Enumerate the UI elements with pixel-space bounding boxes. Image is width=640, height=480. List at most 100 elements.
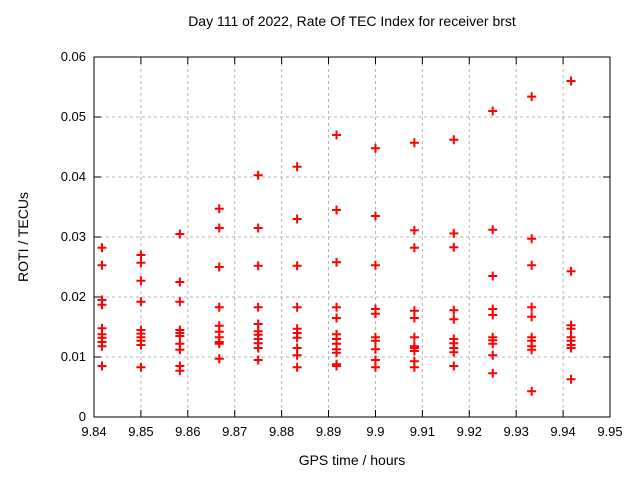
data-point-marker: [527, 312, 537, 322]
svg-text:0.06: 0.06: [61, 49, 86, 64]
data-point-marker: [566, 266, 576, 276]
data-points: [97, 76, 576, 396]
svg-text:9.89: 9.89: [316, 424, 341, 439]
data-point-marker: [566, 343, 576, 353]
data-point-marker: [409, 332, 419, 342]
svg-text:0.04: 0.04: [61, 169, 86, 184]
data-point-marker: [292, 261, 302, 271]
data-point-marker: [292, 350, 302, 360]
data-point-marker: [332, 348, 342, 358]
data-point-marker: [370, 211, 380, 221]
data-point-marker: [409, 243, 419, 253]
data-point-marker: [488, 368, 498, 378]
svg-text:9.94: 9.94: [550, 424, 575, 439]
data-point-marker: [566, 324, 576, 334]
data-point-marker: [488, 339, 498, 349]
svg-text:0: 0: [79, 409, 86, 424]
svg-text:0.03: 0.03: [61, 229, 86, 244]
svg-text:9.91: 9.91: [410, 424, 435, 439]
data-point-marker: [527, 386, 537, 396]
data-point-marker: [370, 362, 380, 372]
data-point-marker: [214, 223, 224, 233]
data-point-marker: [527, 234, 537, 244]
data-point-marker: [370, 336, 380, 346]
data-point-marker: [253, 355, 263, 365]
data-point-marker: [253, 170, 263, 180]
svg-text:0.02: 0.02: [61, 289, 86, 304]
svg-text:9.86: 9.86: [175, 424, 200, 439]
data-point-marker: [214, 354, 224, 364]
data-point-marker: [527, 345, 537, 355]
svg-text:9.87: 9.87: [222, 424, 247, 439]
data-point-marker: [136, 362, 146, 372]
svg-text:9.95: 9.95: [597, 424, 622, 439]
data-point-marker: [292, 333, 302, 343]
data-point-marker: [175, 297, 185, 307]
data-point-marker: [332, 313, 342, 323]
data-point-marker: [488, 271, 498, 281]
svg-text:9.92: 9.92: [457, 424, 482, 439]
data-point-marker: [97, 341, 107, 351]
chart-title: Day 111 of 2022, Rate Of TEC Index for r…: [188, 13, 516, 29]
data-point-marker: [292, 162, 302, 172]
svg-text:9.85: 9.85: [128, 424, 153, 439]
data-point-marker: [332, 205, 342, 215]
data-point-marker: [175, 345, 185, 355]
data-point-marker: [175, 277, 185, 287]
data-point-marker: [488, 350, 498, 360]
data-point-marker: [488, 106, 498, 116]
data-point-marker: [97, 243, 107, 253]
data-point-marker: [527, 302, 537, 312]
data-point-marker: [332, 257, 342, 267]
svg-text:0.01: 0.01: [61, 349, 86, 364]
data-point-marker: [527, 260, 537, 270]
data-point-marker: [136, 276, 146, 286]
data-point-marker: [175, 366, 185, 376]
data-point-marker: [409, 346, 419, 356]
data-point-marker: [488, 225, 498, 235]
data-point-marker: [136, 297, 146, 307]
data-point-marker: [332, 361, 342, 371]
svg-text:9.9: 9.9: [366, 424, 384, 439]
svg-text:9.93: 9.93: [504, 424, 529, 439]
data-point-marker: [409, 225, 419, 235]
data-point-marker: [449, 314, 459, 324]
data-point-marker: [214, 262, 224, 272]
data-point-marker: [370, 344, 380, 354]
data-point-marker: [527, 92, 537, 102]
tick-labels: 9.84 9.85 9.86 9.87 9.88 9.89 9.9 9.91 9.92 9.93 9…: [61, 49, 623, 439]
data-point-marker: [253, 302, 263, 312]
data-point-marker: [175, 229, 185, 239]
data-point-marker: [214, 339, 224, 349]
data-point-marker: [488, 310, 498, 320]
svg-text:0.05: 0.05: [61, 109, 86, 124]
svg-text:9.88: 9.88: [269, 424, 294, 439]
data-point-marker: [449, 361, 459, 371]
data-point-marker: [566, 374, 576, 384]
data-point-marker: [292, 214, 302, 224]
data-point-marker: [253, 223, 263, 233]
data-point-marker: [214, 302, 224, 312]
data-point-marker: [409, 313, 419, 323]
data-point-marker: [332, 130, 342, 140]
data-point-marker: [409, 362, 419, 372]
data-point-marker: [292, 302, 302, 312]
data-point-marker: [566, 76, 576, 86]
data-point-marker: [253, 261, 263, 271]
data-point-marker: [409, 138, 419, 148]
data-point-marker: [370, 309, 380, 319]
data-point-marker: [214, 204, 224, 214]
data-point-marker: [136, 250, 146, 260]
x-axis-label: GPS time / hours: [298, 452, 406, 468]
data-point-marker: [97, 300, 107, 310]
data-point-marker: [253, 343, 263, 353]
data-point-marker: [449, 305, 459, 315]
data-point-marker: [292, 362, 302, 372]
svg-text:9.84: 9.84: [81, 424, 106, 439]
data-point-marker: [449, 347, 459, 357]
data-point-marker: [370, 143, 380, 153]
data-point-marker: [449, 135, 459, 145]
data-point-marker: [175, 331, 185, 341]
